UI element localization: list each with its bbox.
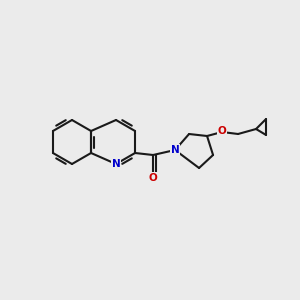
Text: O: O [218,126,226,136]
Text: N: N [171,145,179,155]
Text: N: N [112,159,120,169]
Text: O: O [149,173,158,183]
